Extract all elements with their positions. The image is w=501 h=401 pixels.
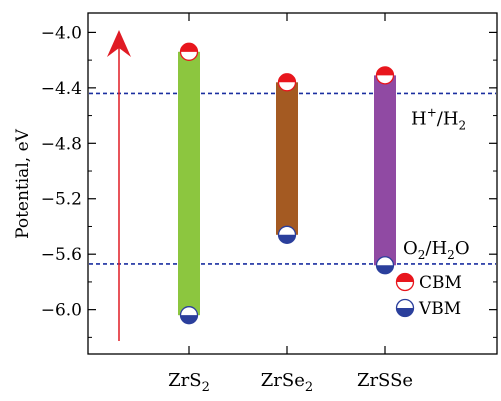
y-tick-label: −5.2 xyxy=(41,190,82,210)
band-edge-markers xyxy=(179,42,395,325)
y-tick-label: −4.4 xyxy=(41,79,82,99)
y-axis-title: Potential, eV xyxy=(13,128,33,239)
vbm-marker xyxy=(277,225,297,244)
vbm-marker xyxy=(179,306,199,325)
y-tick-label: −4.8 xyxy=(41,134,82,154)
cbm-marker xyxy=(277,73,297,92)
y-tick-label: −6.0 xyxy=(41,301,82,321)
reference-lines: H+/H2 O2/H2O xyxy=(89,92,496,265)
reference-label-h: H+/H2 xyxy=(411,105,466,132)
legend: CBM VBM xyxy=(395,272,462,319)
vbm-marker xyxy=(375,256,395,275)
legend-label: VBM xyxy=(418,299,461,319)
y-tick-label: −4.0 xyxy=(41,23,82,43)
band-gap-bar xyxy=(276,82,298,235)
plot-area-frame xyxy=(87,12,498,355)
cbm-marker xyxy=(179,42,199,61)
band-gap-bar xyxy=(178,51,200,316)
reference-label-o: O2/H2O xyxy=(403,238,470,262)
y-tick-label: −5.6 xyxy=(41,245,82,265)
potential-arrow xyxy=(107,30,131,341)
x-tick-label: ZrSSe xyxy=(357,370,413,391)
legend-label: CBM xyxy=(419,273,462,293)
x-tick-label: ZrSe2 xyxy=(261,370,313,395)
legend-marker xyxy=(395,272,415,292)
x-tick-label: ZrS2 xyxy=(168,370,210,395)
axes: −4.0 −4.4 −4.8 −5.2 −5.6 −6.0 ZrS2 ZrSe2 ZrSSe xyxy=(41,13,497,395)
bars xyxy=(178,51,396,316)
cbm-marker xyxy=(375,66,395,85)
legend-marker xyxy=(395,298,415,318)
arrow-head xyxy=(107,30,131,57)
band-gap-bar xyxy=(374,75,396,266)
